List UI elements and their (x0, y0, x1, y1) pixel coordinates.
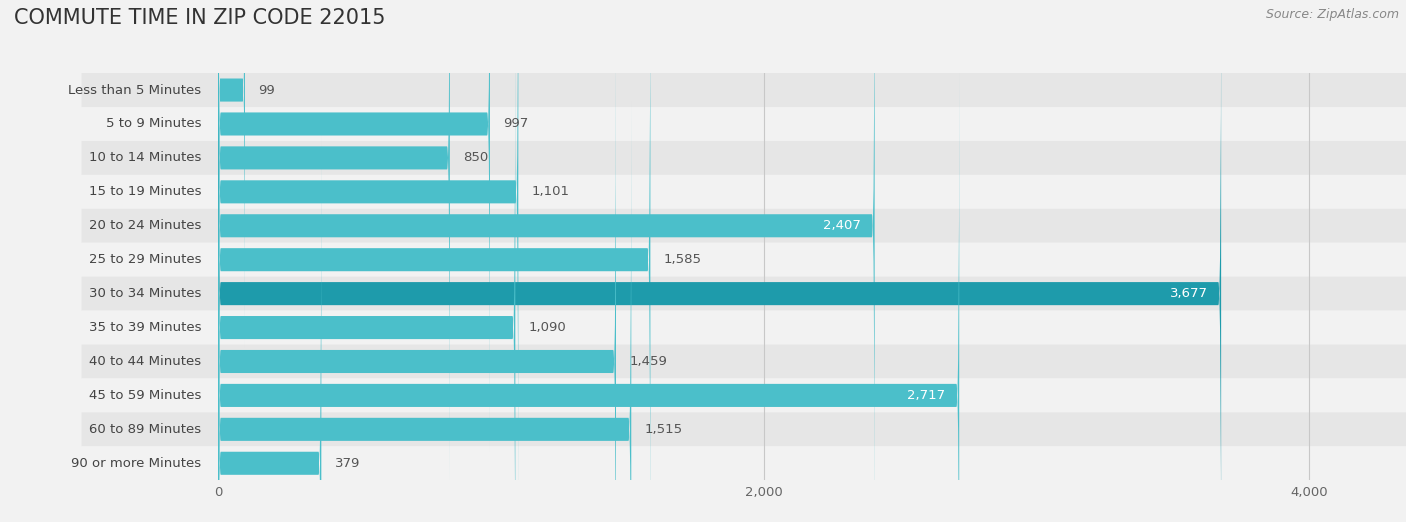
FancyBboxPatch shape (218, 34, 616, 522)
FancyBboxPatch shape (218, 0, 651, 522)
FancyBboxPatch shape (82, 378, 1406, 412)
Text: 25 to 29 Minutes: 25 to 29 Minutes (89, 253, 201, 266)
Text: COMMUTE TIME IN ZIP CODE 22015: COMMUTE TIME IN ZIP CODE 22015 (14, 8, 385, 28)
FancyBboxPatch shape (218, 68, 959, 522)
Text: 5 to 9 Minutes: 5 to 9 Minutes (105, 117, 201, 130)
Text: 2,717: 2,717 (907, 389, 946, 402)
Text: Source: ZipAtlas.com: Source: ZipAtlas.com (1265, 8, 1399, 21)
FancyBboxPatch shape (82, 209, 1406, 243)
Text: 30 to 34 Minutes: 30 to 34 Minutes (89, 287, 201, 300)
FancyBboxPatch shape (82, 107, 1406, 141)
Text: 35 to 39 Minutes: 35 to 39 Minutes (89, 321, 201, 334)
FancyBboxPatch shape (82, 345, 1406, 378)
Text: 1,459: 1,459 (630, 355, 668, 368)
FancyBboxPatch shape (82, 73, 1406, 107)
Text: 997: 997 (503, 117, 529, 130)
Text: 1,101: 1,101 (531, 185, 569, 198)
Text: 1,515: 1,515 (645, 423, 683, 436)
FancyBboxPatch shape (82, 277, 1406, 311)
FancyBboxPatch shape (82, 141, 1406, 175)
Text: 379: 379 (335, 457, 360, 470)
Text: 60 to 89 Minutes: 60 to 89 Minutes (90, 423, 201, 436)
Text: 20 to 24 Minutes: 20 to 24 Minutes (89, 219, 201, 232)
FancyBboxPatch shape (218, 0, 450, 485)
Text: 1,585: 1,585 (664, 253, 702, 266)
FancyBboxPatch shape (218, 0, 516, 522)
Text: 90 or more Minutes: 90 or more Minutes (72, 457, 201, 470)
FancyBboxPatch shape (82, 446, 1406, 480)
FancyBboxPatch shape (218, 136, 322, 522)
FancyBboxPatch shape (218, 0, 245, 347)
Text: 15 to 19 Minutes: 15 to 19 Minutes (89, 185, 201, 198)
Text: 1,090: 1,090 (529, 321, 567, 334)
FancyBboxPatch shape (218, 0, 1222, 522)
Text: 3,677: 3,677 (1170, 287, 1208, 300)
FancyBboxPatch shape (218, 0, 875, 522)
Text: Less than 5 Minutes: Less than 5 Minutes (69, 84, 201, 97)
FancyBboxPatch shape (82, 412, 1406, 446)
Text: 850: 850 (464, 151, 489, 164)
Text: 45 to 59 Minutes: 45 to 59 Minutes (89, 389, 201, 402)
Text: 2,407: 2,407 (823, 219, 860, 232)
FancyBboxPatch shape (82, 243, 1406, 277)
Text: 99: 99 (259, 84, 276, 97)
Text: 40 to 44 Minutes: 40 to 44 Minutes (90, 355, 201, 368)
FancyBboxPatch shape (82, 175, 1406, 209)
FancyBboxPatch shape (218, 102, 631, 522)
FancyBboxPatch shape (218, 0, 519, 519)
FancyBboxPatch shape (218, 0, 489, 452)
FancyBboxPatch shape (82, 311, 1406, 345)
Text: 10 to 14 Minutes: 10 to 14 Minutes (89, 151, 201, 164)
